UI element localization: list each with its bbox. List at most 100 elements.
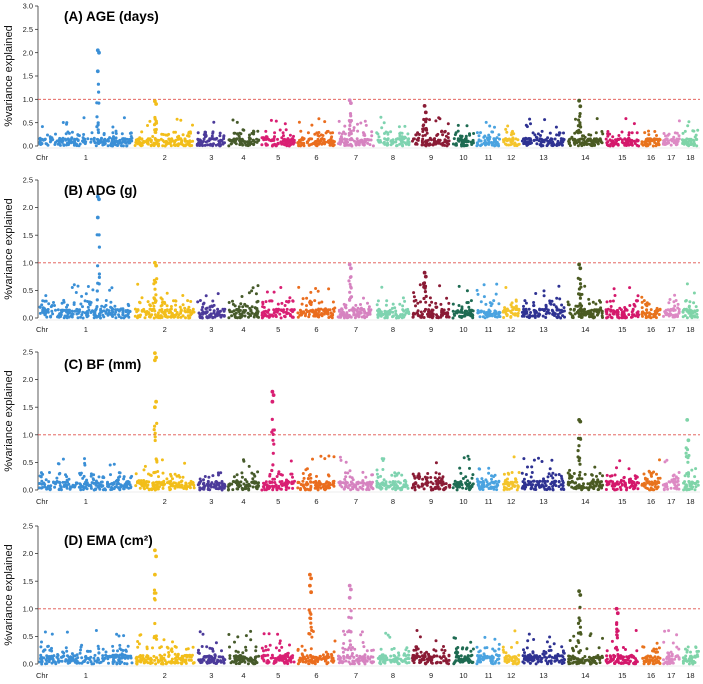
snp-point <box>419 300 422 304</box>
snp-point <box>362 481 366 485</box>
snp-point <box>322 483 326 486</box>
snp-point <box>466 140 470 144</box>
snp-point <box>347 127 352 131</box>
snp-point <box>219 309 222 313</box>
snp-point <box>355 314 358 318</box>
snp-point <box>108 655 112 659</box>
peak-snp-point <box>95 215 100 220</box>
snp-point <box>161 471 165 475</box>
snp-point <box>61 121 65 124</box>
snp-point <box>100 310 103 314</box>
snp-point <box>520 314 524 318</box>
snp-point <box>70 658 74 662</box>
snp-point <box>262 310 266 314</box>
snp-point <box>569 312 573 316</box>
snp-point <box>204 307 208 311</box>
snp-point <box>145 141 149 145</box>
snp-point <box>356 488 360 492</box>
snp-point <box>402 309 406 313</box>
snp-point <box>515 308 519 311</box>
chromosome-label: 8 <box>391 497 395 506</box>
snp-point <box>256 129 260 133</box>
snp-point <box>391 315 394 319</box>
snp-point <box>88 649 92 653</box>
snp-point <box>246 311 250 315</box>
snp-point <box>337 308 341 312</box>
chromosome-label: 2 <box>163 325 167 334</box>
snp-point <box>280 301 284 305</box>
snp-point <box>661 483 665 487</box>
snp-point <box>180 654 184 658</box>
snp-point <box>681 141 685 144</box>
snp-point <box>540 129 544 133</box>
snp-point <box>176 315 180 319</box>
snp-point <box>590 308 594 312</box>
snp-point <box>39 471 43 475</box>
snp-point <box>594 131 598 135</box>
snp-point <box>84 485 88 489</box>
snp-point <box>538 308 542 312</box>
snp-point <box>666 133 670 137</box>
snp-point <box>468 133 472 137</box>
snp-point <box>513 144 517 147</box>
snp-point <box>412 295 416 299</box>
snp-point <box>391 138 395 142</box>
snp-point <box>204 133 208 137</box>
snp-point <box>308 143 312 147</box>
snp-point <box>366 301 369 305</box>
snp-point <box>161 144 165 148</box>
snp-point <box>622 313 626 317</box>
chromosome-label: 11 <box>485 325 493 334</box>
snp-point <box>647 129 650 133</box>
snp-point <box>460 144 464 148</box>
snp-point <box>115 662 119 666</box>
snp-point <box>440 477 444 481</box>
snp-point <box>40 640 43 644</box>
snp-point <box>130 136 134 140</box>
snp-point <box>696 483 700 487</box>
snp-point <box>325 130 329 133</box>
snp-point <box>395 144 398 148</box>
snp-point <box>479 300 483 304</box>
snp-point <box>403 299 407 303</box>
snp-point <box>566 300 570 304</box>
snp-point <box>314 309 318 313</box>
snp-point <box>578 121 582 125</box>
snp-point <box>510 471 514 474</box>
snp-point <box>205 315 209 319</box>
snp-point <box>618 459 622 463</box>
y-tick-label: 1.0 <box>23 95 33 104</box>
snp-point <box>340 138 344 142</box>
snp-point <box>277 484 281 488</box>
snp-point <box>447 484 451 488</box>
snp-point <box>251 485 255 489</box>
snp-point <box>388 484 392 488</box>
snp-point <box>68 308 71 312</box>
snp-point <box>274 484 278 488</box>
snp-point <box>64 138 68 142</box>
snp-point <box>636 487 640 491</box>
snp-point <box>306 141 309 145</box>
snp-point <box>48 471 51 474</box>
snp-point <box>82 133 86 136</box>
snp-point <box>70 137 73 141</box>
snp-point <box>169 305 173 308</box>
snp-point <box>645 308 649 312</box>
snp-point <box>612 143 616 147</box>
snp-point <box>124 309 128 313</box>
snp-point <box>676 306 680 310</box>
snp-point <box>556 139 560 143</box>
snp-point <box>414 298 418 302</box>
snp-point <box>426 310 430 314</box>
snp-point <box>170 657 174 661</box>
snp-point <box>61 136 65 140</box>
snp-point <box>313 132 317 136</box>
snp-point <box>539 134 542 137</box>
snp-point <box>395 473 399 477</box>
snp-point <box>428 303 432 307</box>
snp-point <box>43 137 47 141</box>
peak-snp-point <box>153 358 157 363</box>
snp-point <box>57 462 61 466</box>
peak-snp-point <box>423 274 428 279</box>
snp-point <box>79 488 83 492</box>
